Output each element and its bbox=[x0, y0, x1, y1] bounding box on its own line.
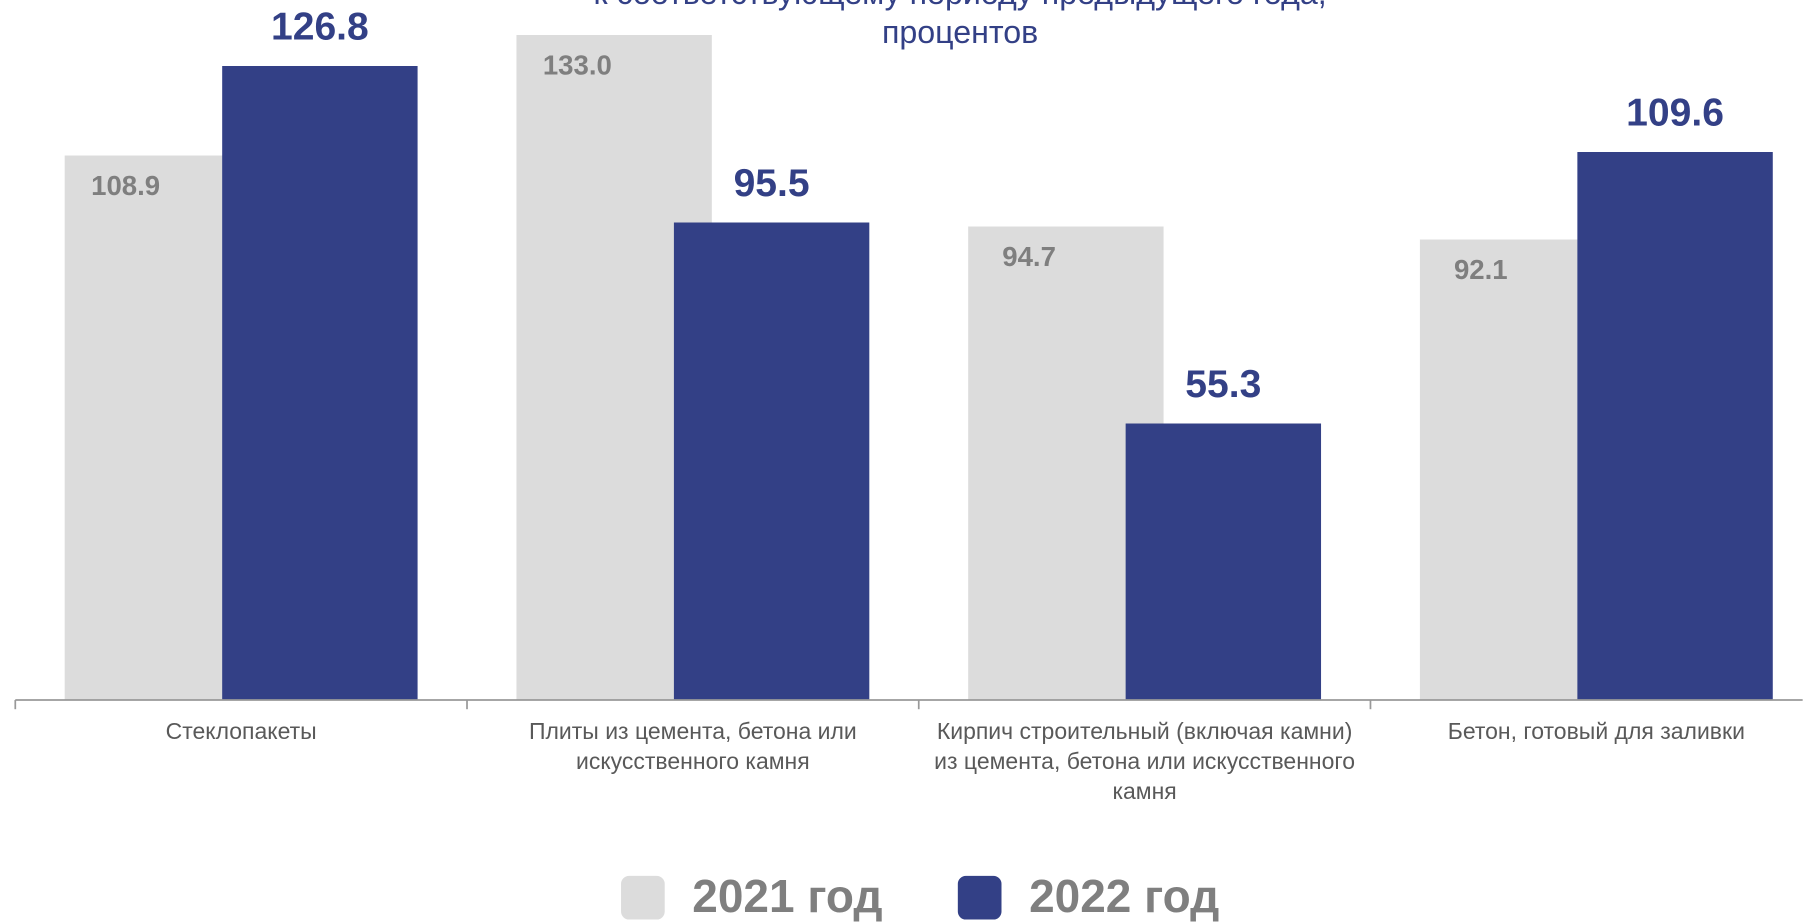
category-box: Стеклопакеты bbox=[165, 719, 317, 745]
category-box: Плиты из цемента, бетона или искусственн… bbox=[528, 719, 857, 775]
value-label: 55.3 bbox=[1185, 363, 1261, 406]
value-label: 92.1 bbox=[1454, 254, 1508, 285]
x-tick-label: Кирпич строительный (включая камни) из ц… bbox=[934, 719, 1356, 805]
bar bbox=[1125, 423, 1322, 701]
x-tick-label: Стеклопакеты bbox=[165, 719, 317, 745]
bar bbox=[673, 222, 870, 701]
value-label: 126.8 bbox=[271, 6, 369, 49]
x-tick-label: Плиты из цемента, бетона или искусственн… bbox=[528, 719, 857, 775]
legend-label: 2021 год bbox=[692, 870, 882, 922]
value-label: 94.7 bbox=[1002, 241, 1056, 272]
legend-swatch bbox=[621, 875, 665, 920]
chart-title: процентов bbox=[882, 14, 1038, 50]
bar bbox=[222, 66, 418, 701]
legend-label: 2022 год bbox=[1029, 870, 1219, 922]
value-label: 108.9 bbox=[91, 170, 160, 201]
value-label: 133.0 bbox=[543, 49, 612, 80]
bar bbox=[1577, 152, 1773, 701]
category-box: Кирпич строительный (включая камни) из ц… bbox=[934, 719, 1356, 805]
x-tick-label: Бетон, готовый для заливки bbox=[1447, 719, 1745, 745]
legend-swatch bbox=[957, 875, 1002, 920]
category-box: Бетон, готовый для заливки bbox=[1447, 719, 1745, 745]
value-label: 109.6 bbox=[1626, 92, 1724, 135]
value-label: 95.5 bbox=[734, 162, 810, 205]
chart-title: к соответствующему периоду предыдущего г… bbox=[594, 0, 1327, 11]
